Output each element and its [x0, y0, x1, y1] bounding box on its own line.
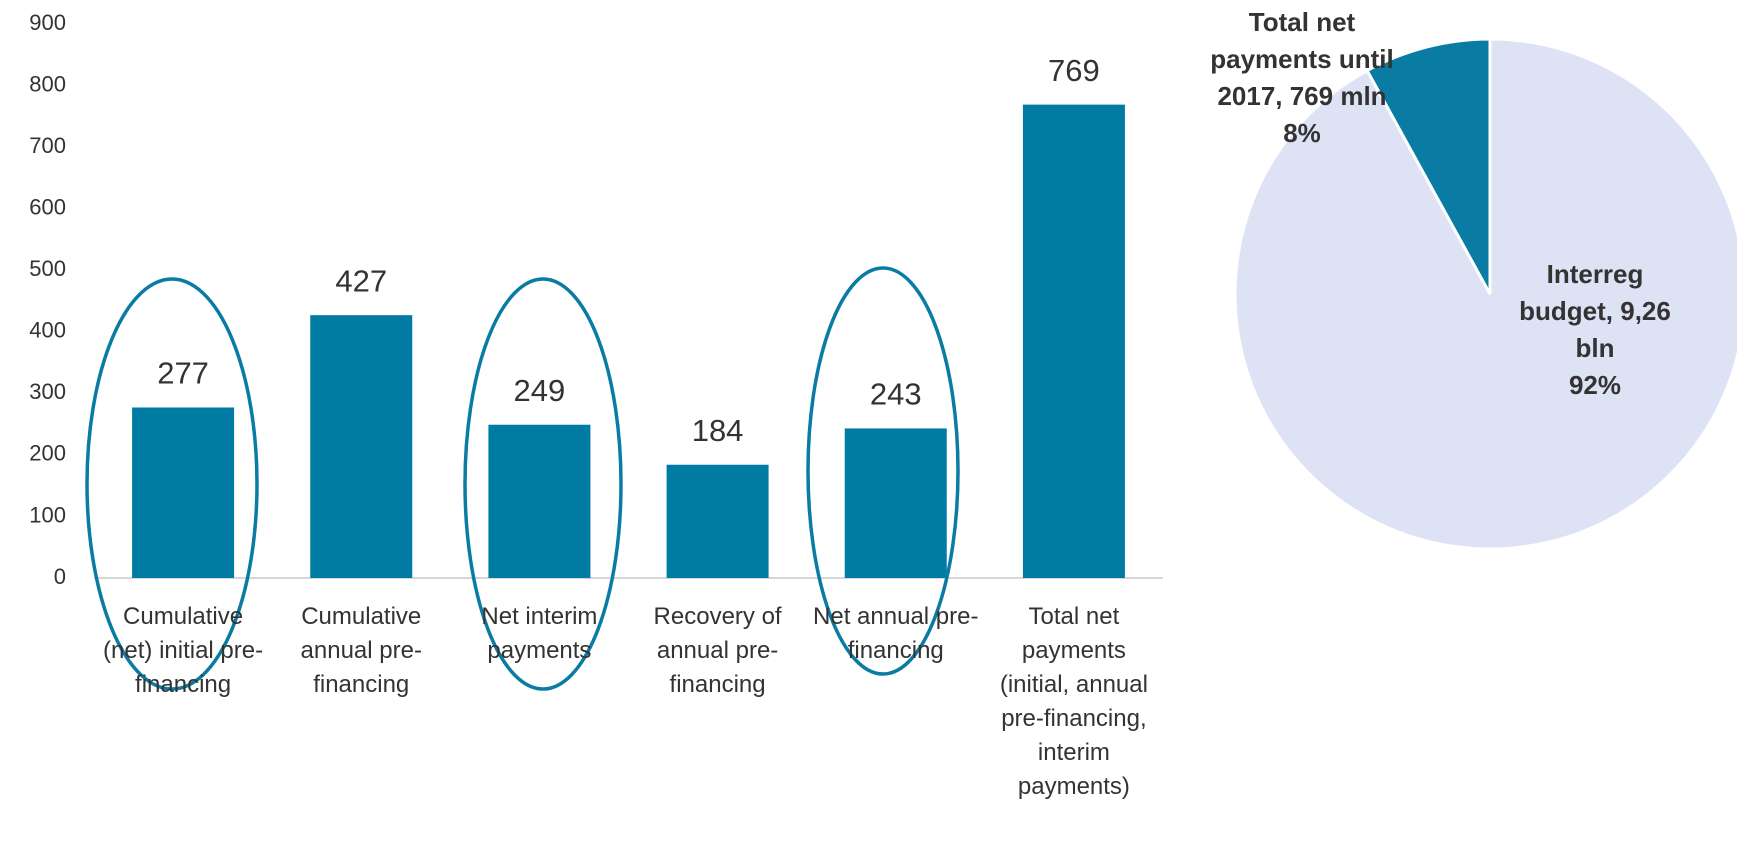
value-label: 249: [514, 373, 566, 408]
slice-name: Total net payments until 2017, 769 mln: [1210, 7, 1394, 111]
highlight-ellipse: [806, 266, 960, 676]
value-label: 243: [870, 377, 922, 412]
x-tick-label: Net interim payments: [481, 603, 598, 664]
slice-label: Total net payments until 2017, 769 mln 8%: [1207, 4, 1397, 152]
bar: [488, 424, 591, 578]
bar: [310, 315, 413, 578]
bar: [1022, 104, 1125, 578]
value-label: 184: [692, 413, 744, 448]
y-tick-label: 100: [29, 502, 66, 527]
y-tick-label: 400: [29, 318, 66, 343]
y-tick-label: 700: [29, 133, 66, 158]
marks: 0 100 200 300 400 500 600 700 800 900 277 427 249 184…: [29, 10, 1737, 589]
x-tick-label: Cumulative annual pre-financing: [300, 603, 422, 698]
pie-slice: [1233, 37, 1737, 551]
value-label: 277: [157, 356, 209, 391]
x-tick-label: Recovery of annual pre-financing: [653, 603, 782, 698]
value-label: 769: [1048, 53, 1100, 88]
slice-percent: 92%: [1568, 370, 1622, 400]
y-tick-label: 800: [29, 71, 66, 96]
x-tick-label: Net annual pre-financing: [813, 603, 979, 664]
x-tick-label: Cumulative (net) initial pre-financing: [103, 603, 264, 698]
y-tick-label: 500: [29, 256, 66, 281]
y-tick-label: 0: [54, 564, 66, 589]
value-label: 427: [335, 263, 387, 298]
y-tick-label: 600: [29, 194, 66, 219]
slice-name: Interreg budget, 9,26 bln: [1519, 259, 1671, 363]
bar: [844, 428, 947, 578]
y-tick-label: 300: [29, 379, 66, 404]
annotations: [85, 266, 960, 691]
y-tick-label: 200: [29, 441, 66, 466]
pie-slice: [1365, 37, 1492, 295]
bar: [132, 407, 235, 578]
y-tick-label: 900: [29, 10, 66, 35]
bar: [666, 464, 769, 578]
highlight-ellipse: [463, 277, 623, 691]
slice-percent: 8%: [1283, 118, 1321, 148]
slice-label: Interreg budget, 9,26 bln 92%: [1500, 256, 1690, 404]
x-tick-label: Total net payments (initial, annual pre-…: [999, 603, 1148, 800]
highlight-ellipse: [85, 277, 259, 691]
